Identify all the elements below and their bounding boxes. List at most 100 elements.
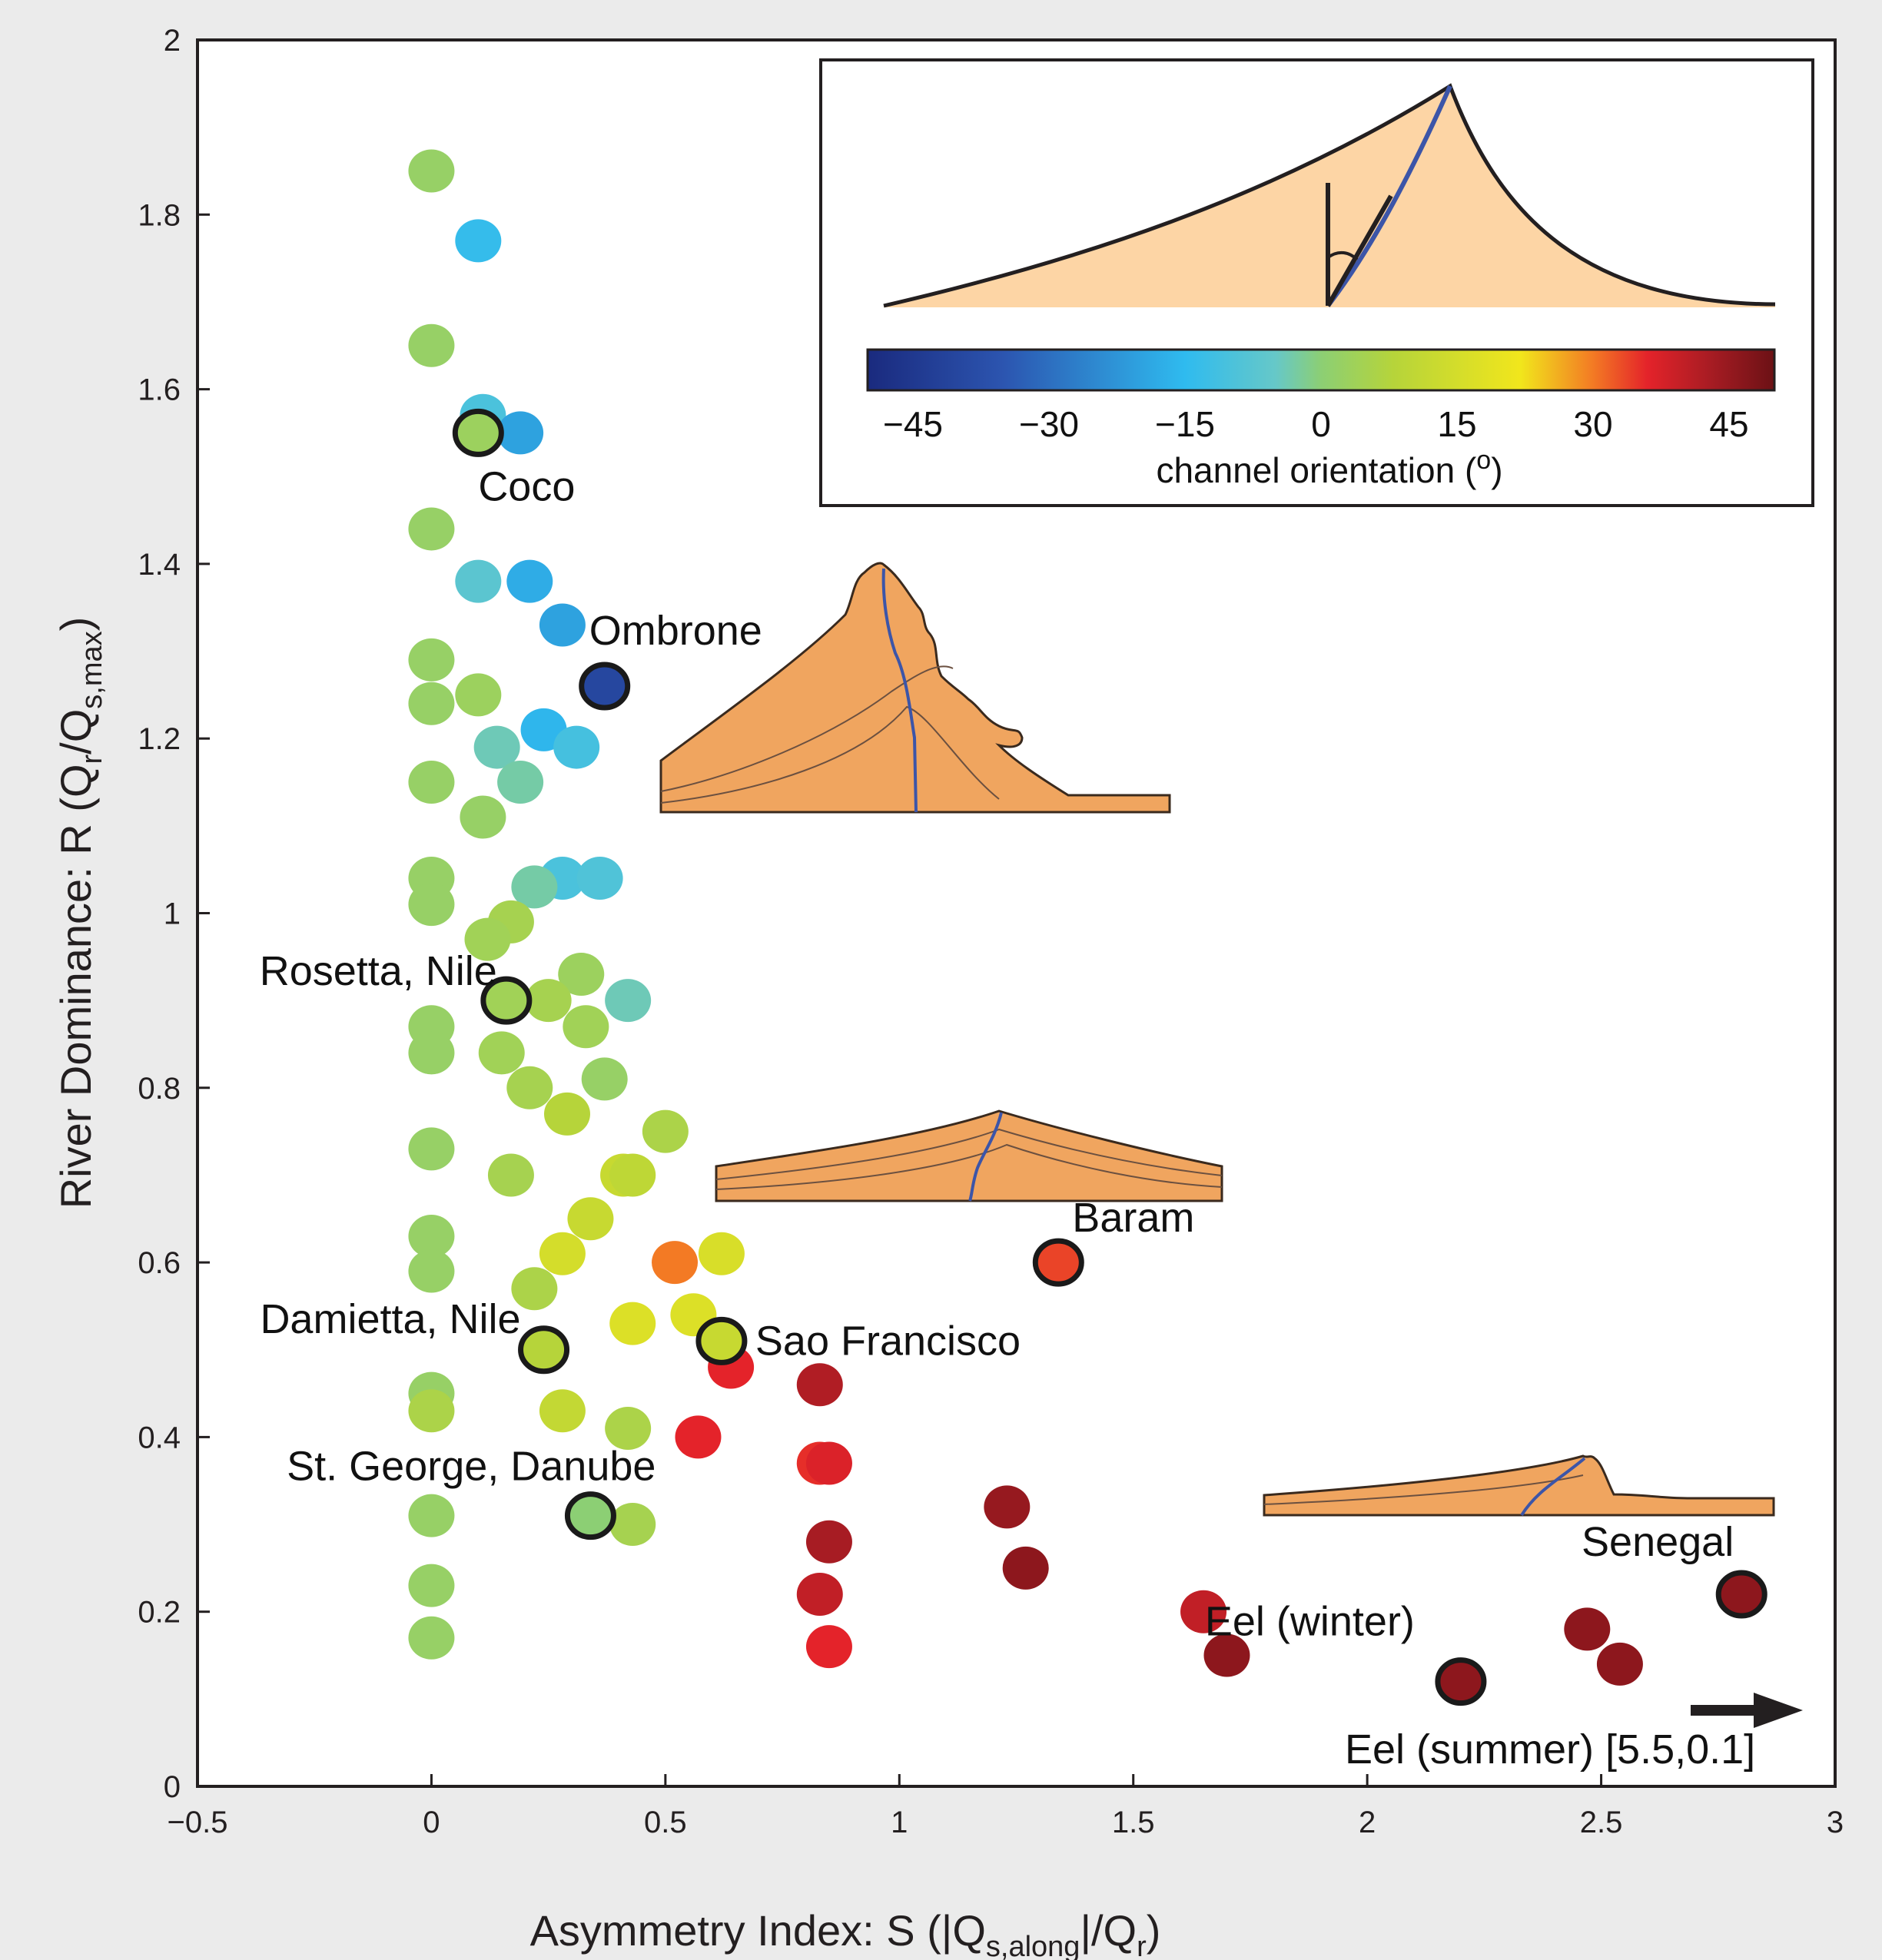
data-point [1564,1607,1611,1651]
data-point [1203,1633,1250,1677]
point-label: Senegal [1582,1519,1734,1565]
data-point [408,682,455,725]
data-point [558,953,605,997]
data-point [408,507,455,551]
data-point [539,1232,586,1275]
data-point [460,795,506,839]
x-axis-label: Asymmetry Index: S (|Qs,along|/Qr) [530,1906,1161,1960]
data-point [408,1389,455,1433]
labeled-data-point [518,1325,570,1375]
y-axis-label: River Dominance: R (Qr/Qs,max) [51,617,108,1209]
data-point [796,1363,843,1407]
data-point [511,1267,558,1311]
y-tick-label: 0.8 [138,1072,181,1106]
data-point [506,559,553,603]
data-point [408,1494,455,1537]
data-point [408,1127,455,1171]
labeled-data-point [579,662,631,711]
data-point [1180,1590,1227,1633]
data-point [539,603,586,647]
labeled-data-point [452,408,504,457]
y-tick-label: 1 [164,897,181,931]
data-point [539,1389,586,1433]
data-point [408,883,455,927]
y-tick-label: 0.6 [138,1246,181,1280]
labeled-data-point [480,976,533,1025]
x-tick-label: 0.5 [644,1806,687,1839]
point-label: Eel (winter) [1205,1599,1415,1645]
data-point [525,979,572,1023]
data-point [609,1503,656,1547]
data-point [473,725,520,769]
x-tick-label: 1.5 [1112,1806,1155,1839]
data-point [1002,1546,1049,1590]
data-point [408,1564,455,1607]
data-point [408,1249,455,1293]
point-label: Damietta, Nile [260,1296,520,1342]
point-label: Ombrone [589,608,762,654]
y-tick-label: 1.6 [138,373,181,407]
data-point [984,1485,1031,1529]
labeled-data-point [1715,1570,1767,1619]
data-point [605,1407,652,1451]
data-points [408,149,1643,1686]
data-point [652,1241,699,1285]
data-point [805,1625,852,1669]
colorbar-ticks: −45 −30 −15 0 15 30 45 [883,404,1749,444]
data-point [408,323,455,367]
data-point [408,1031,455,1075]
point-label: Rosetta, Nile [260,948,497,994]
data-point [675,1415,722,1459]
x-tick-label: 1 [891,1806,908,1839]
data-point [605,979,652,1023]
data-point [642,1109,689,1153]
x-tick-label: 2.5 [1580,1806,1623,1839]
data-point [478,1031,525,1075]
data-point [497,411,544,455]
data-point [464,917,511,961]
labeled-data-point [564,1491,616,1540]
data-point [567,1197,614,1241]
data-point [497,761,544,804]
point-label-offscale: Eel (summer) [5.5,0.1] [1345,1726,1755,1773]
data-point [455,559,502,603]
offscale-arrow-icon [1691,1693,1803,1728]
data-point [455,673,502,717]
colorbar-tick-label: 15 [1437,404,1476,444]
data-point [553,725,600,769]
x-tick-label: 0 [423,1806,440,1839]
data-point [543,1092,590,1136]
x-axis: −0.5 0 0.5 1 1.5 2 2.5 3 [168,1774,1844,1839]
x-tick-label: 3 [1827,1806,1844,1839]
labeled-data-point [1435,1657,1487,1706]
delta-illustration-mid [715,1109,1223,1202]
x-tick-label: 2 [1359,1806,1376,1839]
data-point [408,1616,455,1660]
x-tick-label: −0.5 [168,1806,228,1839]
data-point [576,857,623,900]
inset-colorbar-panel: −45 −30 −15 0 15 30 45 channel orientation (o) [819,58,1814,507]
y-axis: 0 0.2 0.4 0.6 0.8 1 1.2 1.4 1.6 1.8 2 [138,24,210,1804]
colorbar-tick-label: −30 [1019,404,1079,444]
data-point [1596,1642,1643,1686]
colorbar-tick-label: −45 [883,404,943,444]
data-point [805,1441,852,1485]
data-point [796,1572,843,1616]
data-point [506,1066,553,1109]
point-label: Baram [1072,1195,1194,1241]
y-tick-label: 0.4 [138,1421,181,1454]
colorbar-label: channel orientation (o) [1156,446,1502,490]
data-point [609,1153,656,1197]
point-label: Sao Francisco [755,1318,1021,1364]
labeled-data-point [1032,1238,1084,1287]
point-label: Coco [478,463,575,509]
colorbar-tick-label: 45 [1709,404,1748,444]
colorbar [866,348,1776,392]
y-tick-label: 0 [164,1770,181,1804]
y-tick-label: 0.2 [138,1596,181,1630]
data-point [698,1232,745,1275]
data-point [487,1153,534,1197]
data-point [581,1057,628,1101]
y-tick-label: 2 [164,24,181,58]
